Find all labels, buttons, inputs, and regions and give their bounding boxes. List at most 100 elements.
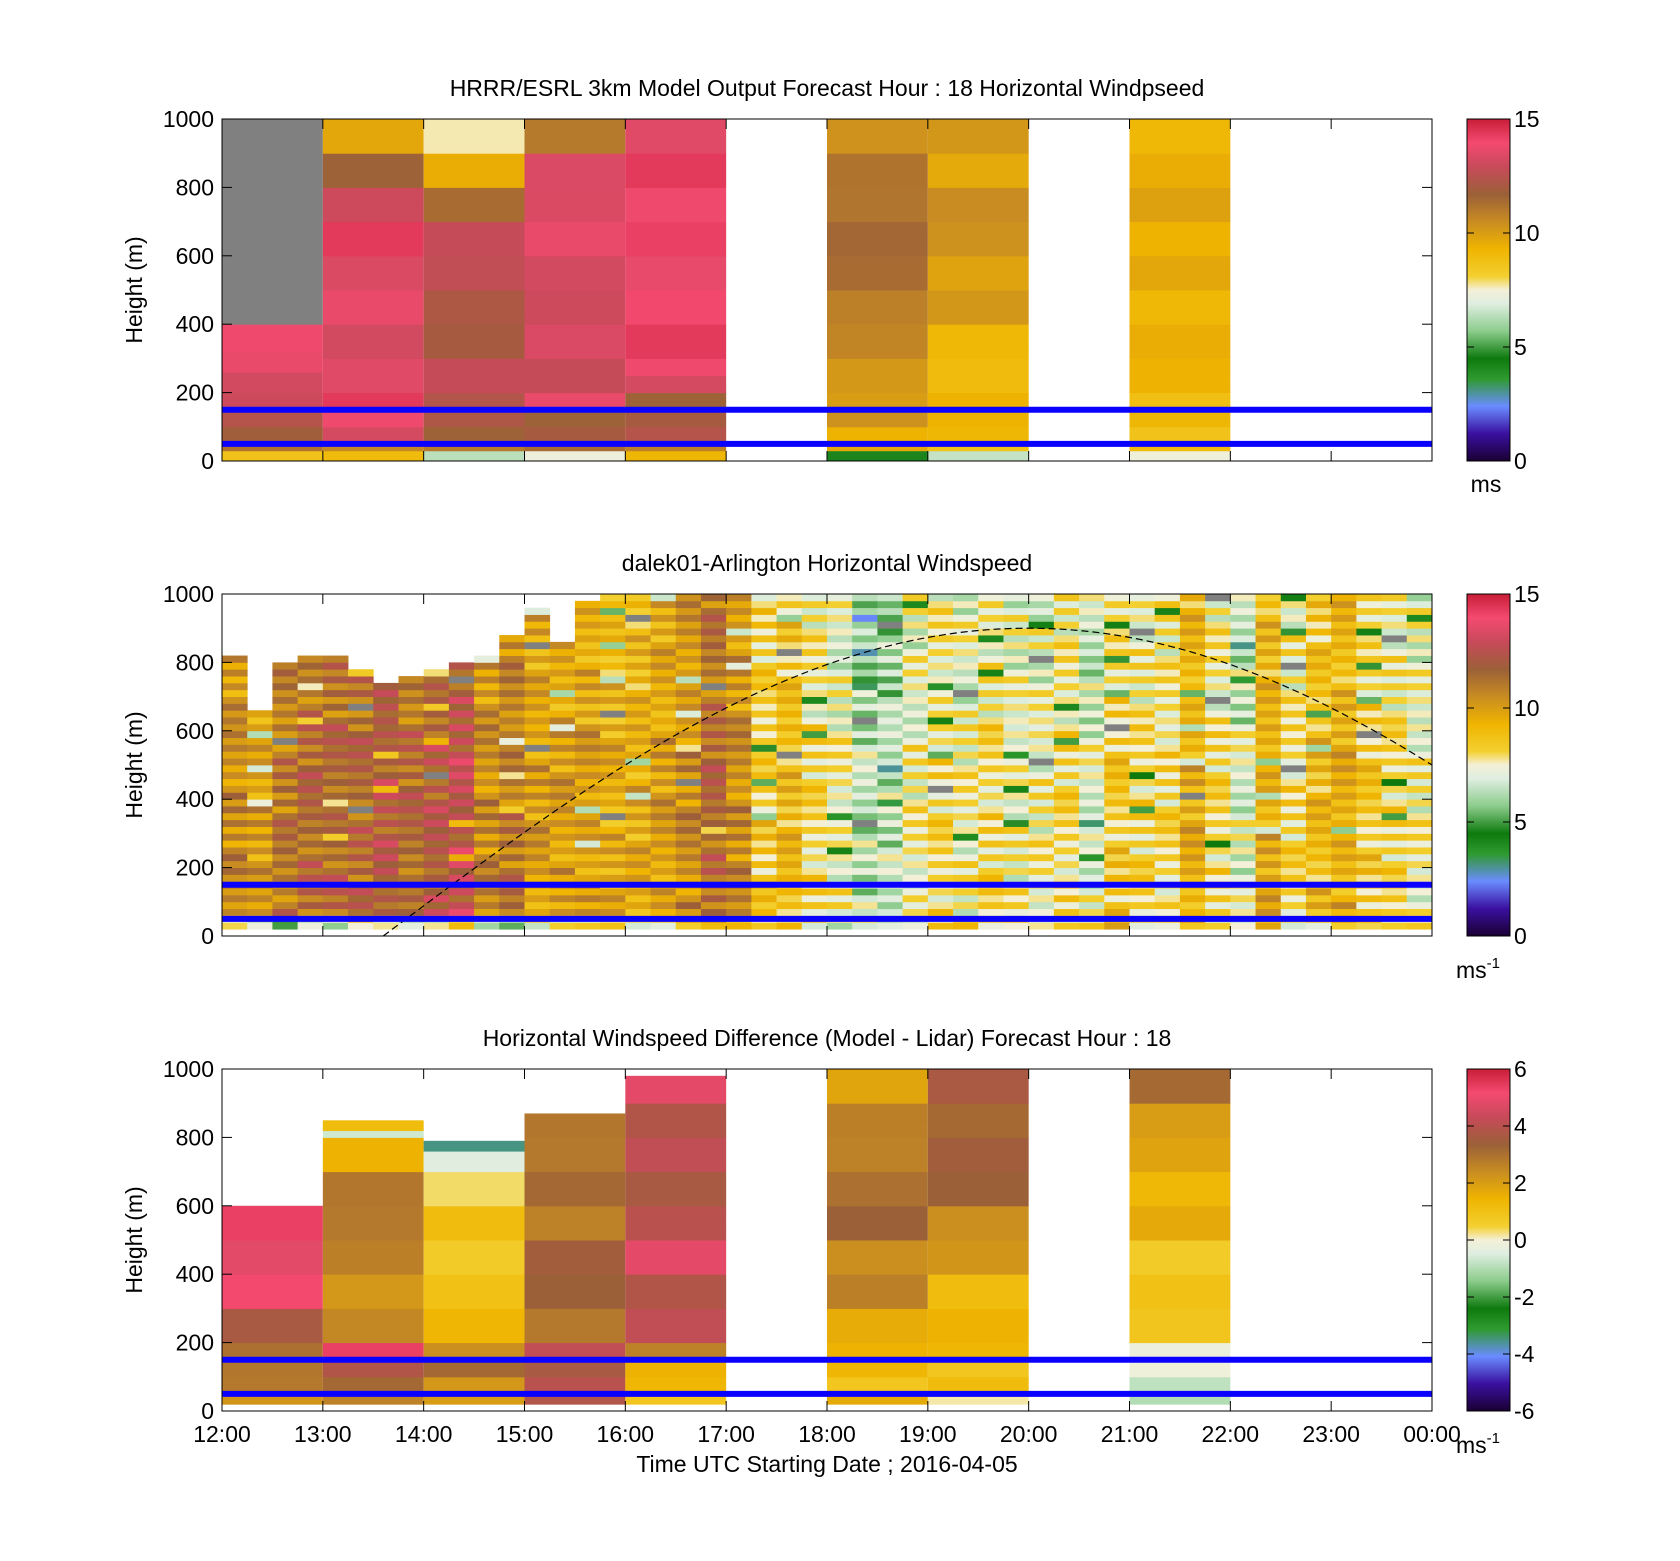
heatmap-cell bbox=[574, 771, 601, 780]
heatmap-cell bbox=[625, 187, 727, 197]
heatmap-cell bbox=[700, 922, 727, 930]
heatmap-cell bbox=[322, 1334, 424, 1344]
heatmap-cell bbox=[549, 758, 576, 766]
heatmap-cell bbox=[222, 1376, 323, 1381]
heatmap-cell bbox=[423, 1143, 525, 1147]
heatmap-cell bbox=[499, 669, 525, 677]
heatmap-cell bbox=[574, 703, 601, 711]
heatmap-cell bbox=[625, 153, 727, 163]
heatmap-cell bbox=[222, 1257, 323, 1267]
heatmap-cell bbox=[625, 703, 651, 711]
heatmap-cell bbox=[650, 771, 677, 780]
heatmap-cell bbox=[1053, 901, 1080, 910]
heatmap-cell bbox=[524, 1214, 626, 1224]
heatmap-cell bbox=[524, 833, 551, 841]
heatmap-cell bbox=[1028, 744, 1055, 752]
heatmap-cell bbox=[1356, 635, 1382, 643]
model-heatmap-cells bbox=[222, 119, 1231, 461]
heatmap-cell bbox=[675, 853, 702, 862]
heatmap-cell bbox=[625, 375, 727, 381]
heatmap-cell bbox=[1305, 696, 1332, 704]
heatmap-cell bbox=[322, 703, 349, 711]
heatmap-cell bbox=[348, 867, 374, 875]
heatmap-cell bbox=[348, 799, 374, 807]
heatmap-cell bbox=[978, 628, 1004, 636]
heatmap-cell bbox=[1406, 689, 1432, 697]
heatmap-cell bbox=[222, 812, 248, 821]
heatmap-cell bbox=[776, 765, 803, 773]
heatmap-cell bbox=[1406, 737, 1432, 745]
heatmap-cell bbox=[751, 655, 777, 663]
heatmap-cell bbox=[902, 621, 929, 629]
heatmap-cell bbox=[600, 669, 626, 677]
heatmap-cell bbox=[1028, 655, 1055, 663]
heatmap-cell bbox=[801, 696, 828, 704]
heatmap-cell bbox=[852, 853, 878, 862]
time-tick-label: 14:00 bbox=[395, 1421, 453, 1447]
heatmap-cell bbox=[373, 758, 399, 766]
heatmap-cell bbox=[322, 170, 424, 180]
heatmap-cell bbox=[1154, 819, 1181, 827]
heatmap-cell bbox=[827, 669, 853, 677]
heatmap-cell bbox=[751, 703, 777, 711]
heatmap-cell bbox=[1305, 607, 1332, 615]
heatmap-cell bbox=[675, 765, 702, 773]
heatmap-cell bbox=[751, 894, 777, 903]
heatmap-cell bbox=[524, 621, 551, 629]
lidar-colorbar-bar bbox=[1466, 593, 1511, 937]
heatmap-cell bbox=[726, 682, 752, 691]
heatmap-cell bbox=[222, 351, 323, 358]
heatmap-cell bbox=[700, 853, 727, 862]
heatmap-cell bbox=[776, 730, 803, 739]
heatmap-cell bbox=[625, 433, 727, 438]
heatmap-cell bbox=[625, 450, 727, 454]
heatmap-cell bbox=[549, 819, 576, 827]
heatmap-cell bbox=[827, 751, 853, 759]
heatmap-cell bbox=[398, 696, 425, 704]
heatmap-cell bbox=[222, 437, 323, 441]
heatmap-cell bbox=[524, 1299, 626, 1309]
heatmap-cell bbox=[1280, 669, 1307, 677]
y-tick-label: 0 bbox=[201, 448, 214, 474]
heatmap-cell bbox=[827, 717, 853, 725]
heatmap-cell bbox=[827, 392, 928, 398]
heatmap-cell bbox=[1129, 771, 1156, 780]
heatmap-cell bbox=[1205, 669, 1231, 677]
heatmap-cell bbox=[524, 682, 551, 691]
heatmap-cell bbox=[222, 1214, 323, 1224]
heatmap-cell bbox=[625, 1111, 727, 1121]
heatmap-cell bbox=[625, 1400, 727, 1405]
heatmap-cell bbox=[852, 819, 878, 827]
heatmap-cell bbox=[247, 853, 273, 862]
heatmap-cell bbox=[625, 341, 727, 351]
heatmap-cell bbox=[222, 450, 323, 454]
heatmap-cell bbox=[600, 901, 626, 910]
heatmap-cell bbox=[1331, 703, 1357, 711]
heatmap-cell bbox=[222, 874, 248, 882]
heatmap-cell bbox=[1406, 614, 1432, 622]
heatmap-cell bbox=[927, 426, 1029, 431]
heatmap-cell bbox=[1129, 1240, 1231, 1250]
heatmap-cell bbox=[423, 332, 525, 342]
heatmap-cell bbox=[675, 778, 702, 786]
heatmap-cell bbox=[1205, 833, 1231, 841]
heatmap-cell bbox=[448, 703, 475, 711]
heatmap-cell bbox=[423, 213, 525, 223]
heatmap-cell bbox=[1129, 689, 1156, 697]
heatmap-cell bbox=[1331, 826, 1357, 834]
heatmap-cell bbox=[801, 730, 828, 739]
heatmap-cell bbox=[222, 392, 323, 398]
heatmap-cell bbox=[600, 635, 626, 643]
heatmap-cell bbox=[1028, 833, 1055, 841]
heatmap-cell bbox=[1381, 676, 1408, 684]
heatmap-cell bbox=[827, 1094, 928, 1104]
heatmap-cell bbox=[423, 792, 450, 800]
heatmap-cell bbox=[700, 628, 727, 636]
difference-heatmap-cells bbox=[222, 1069, 1231, 1405]
heatmap-cell bbox=[524, 703, 551, 711]
heatmap-cell bbox=[751, 853, 777, 862]
heatmap-cell bbox=[1129, 1325, 1231, 1335]
heatmap-cell bbox=[726, 614, 752, 622]
heatmap-cell bbox=[902, 662, 929, 670]
heatmap-cell bbox=[423, 187, 525, 197]
